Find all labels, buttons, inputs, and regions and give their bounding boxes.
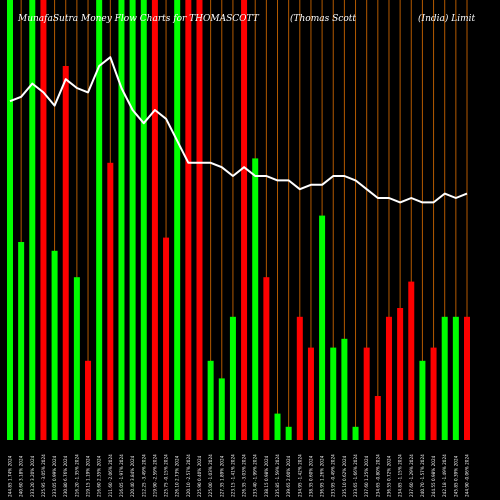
x-tick-label: 219.90 -2.59% 2024 [152, 454, 157, 497]
volume-bar [174, 0, 181, 440]
x-tick-label: 220.10 -2.57% 2024 [186, 454, 191, 497]
volume-bar [107, 162, 114, 441]
x-tick-label: 235.85 -1.59% 2024 [275, 454, 280, 497]
money-flow-line [9, 56, 468, 204]
x-tick-label: 242.18 -1.49% 2024 [442, 454, 447, 497]
volume-bar [441, 316, 448, 440]
volume-bar [196, 0, 203, 440]
volume-bar [341, 338, 348, 440]
x-tick-label: 233.95 -0.49% 2024 [331, 454, 336, 497]
volume-bar [85, 360, 92, 440]
x-tick-label: 233.40 -1.99% 2024 [253, 454, 258, 497]
x-tick-label: 212.25 -3.49% 2024 [141, 454, 146, 497]
volume-bar [163, 237, 170, 440]
chart-title-mid: (Thomas Scott [290, 13, 356, 24]
x-tick-label: 234.85 -1.15% 2024 [398, 454, 403, 497]
x-tick-label: 238.15 0.98% 2024 [264, 455, 269, 497]
x-tick-label: 219.15 1.19% 2024 [86, 455, 91, 497]
x-tick-label: 237.60 1.25% 2024 [364, 455, 369, 497]
x-tick-label: 233.05 0.99% 2024 [52, 455, 57, 497]
x-tick-label: 225.90 0.40% 2024 [197, 455, 202, 497]
volume-bar [319, 215, 326, 440]
x-tick-label: 233.20 3.20% 2024 [30, 455, 35, 497]
x-tick-label: 244.55 0.98% 2024 [431, 455, 436, 497]
volume-bar [419, 360, 426, 440]
volume-bar [330, 347, 337, 440]
x-tick-label: 216.60 2.35% 2024 [97, 455, 102, 497]
volume-bar [385, 316, 392, 440]
volume-bar [185, 0, 192, 440]
x-tick-label: 225.95 -3.05% 2024 [41, 454, 46, 497]
volume-bar [430, 347, 437, 440]
x-tick-label: 244.90 -0.06% 2024 [465, 454, 470, 497]
x-tick-label: 235.10 0.62% 2024 [342, 455, 347, 497]
x-tick-label: 240.60 3.18% 2024 [19, 455, 24, 497]
volume-bar [207, 360, 214, 440]
x-tick-label: 226.35 -3.03% 2024 [242, 454, 247, 497]
chart-title: MunafaSutra Money Flow Charts for THOMAS… [17, 13, 476, 24]
x-tick-label: 240.70 -1.57% 2024 [420, 454, 425, 497]
volume-bar [307, 347, 314, 440]
x-tick-label: 236.95 1.26% 2024 [320, 455, 325, 497]
volume-bar [363, 347, 370, 440]
volume-bar [274, 413, 281, 440]
volume-bar [73, 277, 80, 440]
volume-bar [352, 426, 359, 440]
volume-bar [285, 426, 292, 440]
volume-bar [51, 250, 58, 440]
x-tick-label: 230.80 6.76% 2024 [63, 455, 68, 497]
volume-bar [263, 277, 270, 440]
volume-bar [129, 0, 136, 440]
x-tick-label: 220.40 3.84% 2024 [130, 455, 135, 497]
x-tick-label: 238.35 0.60% 2024 [308, 455, 313, 497]
volume-bar [118, 0, 125, 440]
volume-bar [96, 0, 103, 440]
x-tick-label: 239.65 2.00% 2024 [286, 455, 291, 497]
volume-bar [151, 0, 158, 440]
x-tick-label: 237.60 -1.29% 2024 [409, 454, 414, 497]
volume-bar [408, 281, 415, 440]
volume-bar [452, 316, 459, 440]
volume-bar [229, 316, 236, 440]
x-tick-label: 234.65 -0.80% 2024 [375, 454, 380, 497]
volume-bar [18, 242, 25, 440]
x-tick-label: 211.60 -2.06% 2024 [108, 454, 113, 497]
volume-bars [7, 0, 470, 441]
x-tick-labels: 244.85 1.74% 2024 240.60 3.18% 2024 233.20… [8, 454, 470, 497]
volume-bar [29, 0, 36, 440]
volume-bar [62, 66, 69, 440]
chart-title-left: MunafaSutra Money Flow Charts for THOMAS… [17, 14, 260, 24]
x-tick-label: 244.85 1.74% 2024 [8, 455, 13, 497]
volume-bar [7, 0, 13, 440]
chart-title-right: (India) Limit [418, 13, 476, 24]
x-tick-label: 227.35 1.89% 2024 [219, 455, 224, 497]
volume-bar [296, 316, 303, 440]
volume-bar [241, 0, 248, 440]
volume-bar [397, 308, 404, 440]
volume-bar [252, 158, 259, 440]
x-tick-label: 226.10 2.73% 2024 [175, 455, 180, 497]
x-tick-label: 234.95 -1.42% 2024 [297, 454, 302, 497]
x-tick-label: 223.15 -1.41% 2024 [230, 454, 235, 497]
volume-bar [374, 396, 381, 440]
volume-bar [140, 0, 147, 440]
x-tick-label: 245.85 0.39% 2024 [453, 455, 458, 497]
volume-bar [218, 378, 225, 440]
x-tick-label: 225.00 -1.03% 2024 [208, 454, 213, 497]
volume-bar [40, 0, 47, 440]
x-tick-label: 233.65 -1.66% 2024 [353, 454, 358, 497]
x-tick-label: 236.55 0.72% 2024 [386, 455, 391, 497]
volume-bar [464, 316, 470, 440]
x-tick-label: 225.75 -0.15% 2024 [164, 454, 169, 497]
x-tick-label: 216.20 -1.35% 2024 [74, 454, 79, 497]
x-tick-label: 216.05 -1.97% 2024 [119, 454, 124, 497]
